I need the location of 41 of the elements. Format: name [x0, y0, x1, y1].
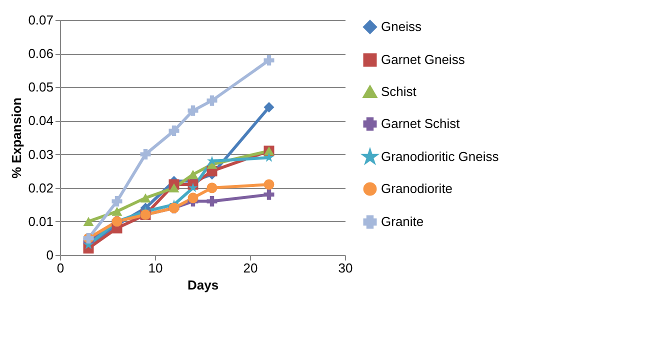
x-tick-label: 0 — [56, 260, 64, 276]
point — [264, 179, 274, 190]
y-tick-label: 0.03 — [28, 146, 54, 162]
legend-label: Gneiss — [381, 19, 422, 34]
point — [140, 193, 151, 202]
y-tick-label: 0 — [46, 248, 54, 262]
point — [188, 105, 198, 116]
point — [140, 149, 151, 160]
point — [112, 196, 122, 207]
x-tick-label: 30 — [338, 260, 353, 276]
legend-label: Granite — [381, 214, 424, 229]
x-axis-title: Days — [187, 278, 219, 292]
point — [188, 192, 198, 204]
point — [264, 102, 274, 113]
legend-label: Garnet Gneiss — [381, 52, 466, 67]
point — [206, 182, 218, 194]
y-tick-label: 0.04 — [28, 113, 54, 128]
legend-label: Granodioritic Gneiss — [381, 149, 500, 164]
point — [112, 206, 122, 216]
y-tick-label: 0.07 — [28, 12, 54, 28]
point — [264, 189, 274, 200]
y-axis-title: % Expansion — [9, 97, 24, 178]
point — [188, 182, 198, 192]
x-tick-label: 20 — [243, 260, 258, 276]
point — [83, 216, 94, 226]
x-tick-label: 10 — [148, 260, 163, 276]
legend-label: Garnet Schist — [381, 116, 460, 131]
legend-label: Granodiorite — [381, 181, 453, 196]
y-tick-label: 0.01 — [28, 214, 54, 229]
legend-label: Schist — [381, 84, 417, 99]
point — [207, 156, 217, 166]
y-tick-label: 0.02 — [28, 180, 54, 196]
point — [206, 196, 218, 207]
point — [188, 170, 198, 179]
point — [206, 95, 218, 106]
y-tick-label: 0.05 — [28, 80, 54, 95]
point — [264, 152, 274, 162]
point — [168, 126, 180, 136]
point — [264, 55, 274, 66]
y-tick-label: 0.06 — [28, 46, 54, 62]
point — [168, 183, 180, 192]
